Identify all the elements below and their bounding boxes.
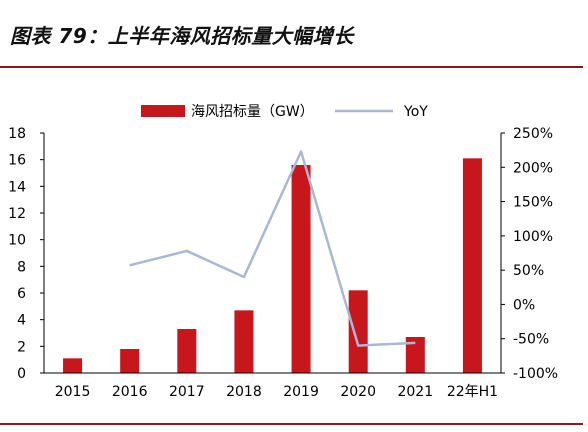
right-tick-label: -100% [513,366,558,382]
legend-bar-swatch [141,105,185,117]
x-tick-label: 2016 [112,384,148,400]
left-tick-label: 14 [8,179,26,195]
title-underline [0,66,583,68]
left-tick-label: 16 [8,153,26,169]
left-tick-label: 12 [8,206,26,222]
left-tick-label: 8 [17,259,26,275]
bar-series [63,158,482,373]
bar [177,329,197,373]
bar [63,358,83,373]
right-tick-label: 200% [513,160,553,176]
right-tick-label: 150% [513,195,553,211]
bar [405,337,425,373]
x-tick-label: 2020 [340,384,376,400]
left-tick-label: 4 [17,313,26,329]
bar [348,290,368,373]
left-axis: 0 2 4 6 8 10 12 14 16 18 [8,126,45,382]
legend: 海风招标量（GW） YoY [141,104,428,120]
x-tick-label: 2019 [283,384,319,400]
right-tick-label: 100% [513,229,553,245]
right-tick-label: 50% [513,263,544,279]
right-tick-label: 0% [513,297,535,313]
bar [462,158,482,373]
title-bar: 图表 79：上半年海风招标量大幅增长 [0,14,588,68]
right-tick-label: 250% [513,126,553,142]
left-tick-label: 0 [17,366,26,382]
left-tick-label: 18 [8,126,26,142]
legend-line-label: YoY [403,104,428,120]
bar [120,349,140,373]
bottom-rule [0,423,583,425]
left-tick-label: 2 [17,339,26,355]
x-tick-label: 22年H1 [447,384,498,400]
figure-title: 图表 79：上半年海风招标量大幅增长 [10,24,354,48]
x-axis: 2015 2016 2017 2018 2019 2020 2021 22年H1 [44,372,501,400]
right-tick-label: -50% [513,332,549,348]
x-tick-label: 2017 [169,384,205,400]
right-axis: -100% -50% 0% 50% 100% 150% 200% 250% [500,126,558,382]
x-tick-label: 2021 [397,384,433,400]
bar [234,310,254,373]
left-tick-label: 10 [8,233,26,249]
x-tick-label: 2018 [226,384,262,400]
legend-bar-label: 海风招标量（GW） [191,104,314,120]
x-tick-label: 2015 [55,384,91,400]
bar [291,165,311,373]
yoy-line [129,150,416,347]
left-tick-label: 6 [17,286,26,302]
yoy-series [129,150,416,347]
